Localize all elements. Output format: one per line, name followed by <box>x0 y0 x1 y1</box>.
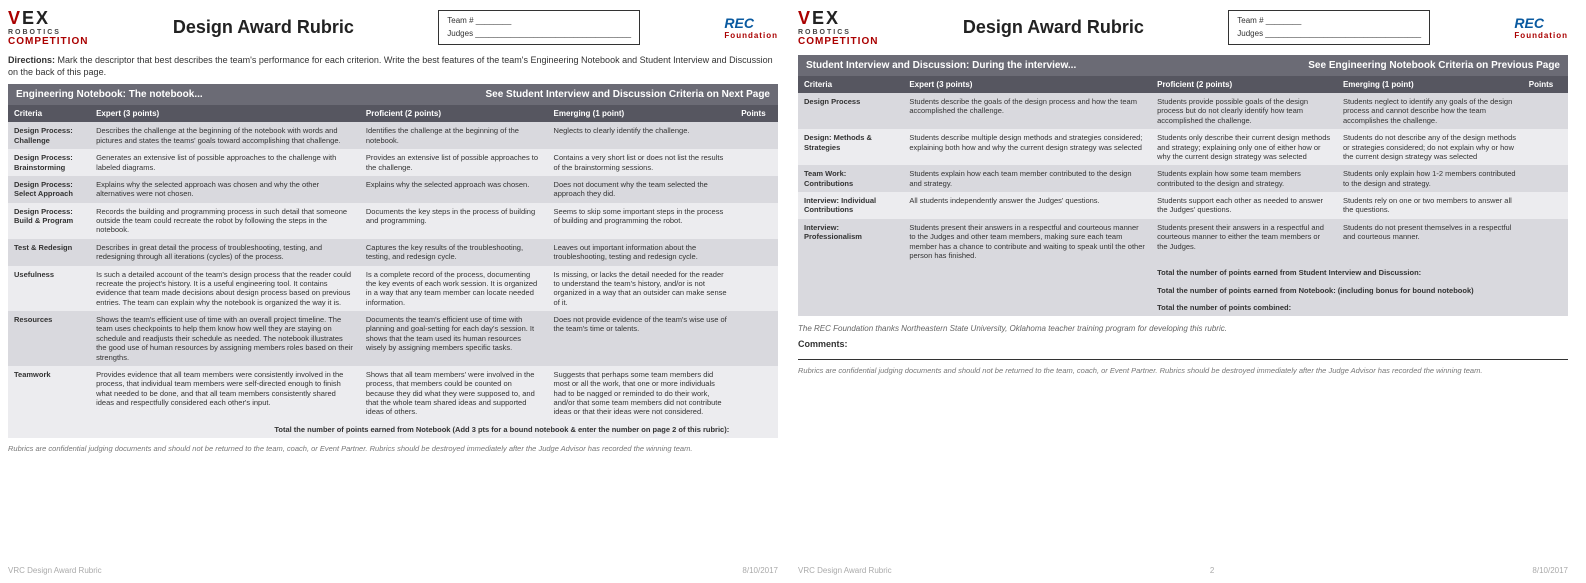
table-row: Design Process: Build & ProgramRecords t… <box>8 203 778 239</box>
rec-logo: REC Foundation <box>724 15 778 40</box>
col-expert: Expert (3 points) <box>90 105 360 122</box>
col-emerging: Emerging (1 point) <box>548 105 736 122</box>
section-bar-notebook: Engineering Notebook: The notebook... Se… <box>8 84 778 105</box>
col-points: Points <box>735 105 778 122</box>
judges-line: Judges _________________________________… <box>447 28 631 41</box>
col-criteria: Criteria <box>8 105 90 122</box>
rec-text: REC <box>724 15 754 31</box>
table-row: Design: Methods & StrategiesStudents des… <box>798 129 1568 165</box>
total-row: Total the number of points earned from S… <box>798 264 1568 281</box>
header: VVEXEX ROBOTICS COMPETITION Design Award… <box>8 8 778 47</box>
page-footer: VRC Design Award Rubric 2 8/10/2017 <box>798 558 1568 575</box>
table-header-row: Criteria Expert (3 points) Proficient (2… <box>8 105 778 122</box>
total-row: Total the number of points earned from N… <box>8 421 778 438</box>
bar-right: See Student Interview and Discussion Cri… <box>485 89 770 100</box>
footer-right: 8/10/2017 <box>1532 566 1568 575</box>
footer-left: VRC Design Award Rubric <box>798 566 892 575</box>
table-header-row: Criteria Expert (3 points) Proficient (2… <box>798 76 1568 93</box>
table-row: Design ProcessStudents describe the goal… <box>798 93 1568 129</box>
directions-text: Mark the descriptor that best describes … <box>8 55 773 77</box>
rubric-table-interview: Criteria Expert (3 points) Proficient (2… <box>798 76 1568 316</box>
rec-logo: REC Foundation <box>1514 15 1568 40</box>
table-row: Interview: Individual ContributionsAll s… <box>798 192 1568 219</box>
vex-robotics-label: ROBOTICS <box>8 29 61 36</box>
total-row: Total the number of points combined: <box>798 299 1568 316</box>
page-title: Design Award Rubric <box>173 17 354 38</box>
page-2: VEX ROBOTICS COMPETITION Design Award Ru… <box>798 8 1568 575</box>
team-box: Team # ________ Judges _________________… <box>438 10 640 46</box>
page-footer: VRC Design Award Rubric 8/10/2017 <box>8 558 778 575</box>
table-row: ResourcesShows the team's efficient use … <box>8 311 778 366</box>
table-row: Design Process: BrainstormingGenerates a… <box>8 149 778 176</box>
table-row: TeamworkProvides evidence that all team … <box>8 366 778 421</box>
table-row: Team Work: ContributionsStudents explain… <box>798 165 1568 192</box>
table-row: Test & RedesignDescribes in great detail… <box>8 239 778 266</box>
directions: Directions: Mark the descriptor that bes… <box>8 55 778 78</box>
table-row: Interview: ProfessionalismStudents prese… <box>798 219 1568 265</box>
table-row: UsefulnessIs such a detailed account of … <box>8 266 778 312</box>
confidential-note: Rubrics are confidential judging documen… <box>8 444 778 454</box>
footer-page-number: 2 <box>1210 566 1214 575</box>
header: VEX ROBOTICS COMPETITION Design Award Ru… <box>798 8 1568 47</box>
attribution: The REC Foundation thanks Northeastern S… <box>798 324 1568 333</box>
vex-logo: VVEXEX ROBOTICS COMPETITION <box>8 8 88 47</box>
bar-left: Engineering Notebook: The notebook... <box>16 89 203 100</box>
col-proficient: Proficient (2 points) <box>360 105 548 122</box>
comments-label: Comments: <box>798 339 1568 349</box>
confidential-note: Rubrics are confidential judging documen… <box>798 366 1568 376</box>
page-1: VVEXEX ROBOTICS COMPETITION Design Award… <box>8 8 778 575</box>
vex-competition-label: COMPETITION <box>8 36 88 47</box>
comments-line <box>798 359 1568 360</box>
team-box: Team # ________ Judges _________________… <box>1228 10 1430 46</box>
footer-right: 8/10/2017 <box>742 566 778 575</box>
total-row: Total the number of points earned from N… <box>798 282 1568 299</box>
page-title: Design Award Rubric <box>963 17 1144 38</box>
directions-label: Directions: <box>8 55 55 65</box>
foundation-text: Foundation <box>724 31 778 40</box>
vex-logo: VEX ROBOTICS COMPETITION <box>798 8 878 47</box>
footer-left: VRC Design Award Rubric <box>8 566 102 575</box>
section-bar-interview: Student Interview and Discussion: During… <box>798 55 1568 76</box>
team-number-line: Team # ________ <box>447 15 631 28</box>
bar-left: Student Interview and Discussion: During… <box>806 60 1076 71</box>
rubric-table-notebook: Criteria Expert (3 points) Proficient (2… <box>8 105 778 438</box>
table-row: Design Process: ChallengeDescribes the c… <box>8 122 778 149</box>
vex-v: V <box>8 8 22 28</box>
bar-right: See Engineering Notebook Criteria on Pre… <box>1308 60 1560 71</box>
table-row: Design Process: Select ApproachExplains … <box>8 176 778 203</box>
